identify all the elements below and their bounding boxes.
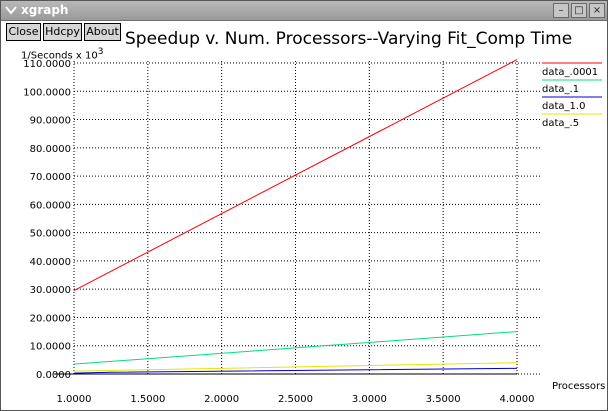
y-tick-label: 10.0000 (30, 342, 71, 353)
x-tick-label: 1.5000 (130, 394, 165, 405)
series-line-data_1.0 (73, 367, 518, 374)
y-unit-exponent: 3 (97, 47, 104, 57)
window-menu-chevron-icon[interactable] (5, 3, 17, 17)
x-tick-label: 2.5000 (278, 394, 313, 405)
y-tick-label: 110.0000 (23, 59, 71, 70)
y-tick-labels: 0.0000 10.0000 20.0000 30.0000 40.0000 50.000… (23, 59, 71, 381)
y-unit-prefix: 1/Seconds x 10 (21, 50, 98, 62)
about-button[interactable]: About (84, 23, 121, 41)
y-tick-label: 0.0000 (36, 370, 71, 381)
close-button[interactable]: Close (6, 23, 41, 41)
x-tick-label: 3.0000 (352, 394, 387, 405)
y-tick-label: 100.0000 (23, 87, 71, 98)
x-tick-label: 2.0000 (204, 394, 239, 405)
y-tick-label: 80.0000 (30, 144, 71, 155)
x-tick-labels: 1.0000 1.5000 2.0000 2.5000 3.0000 3.5000 4.00… (57, 394, 535, 405)
grid (54, 61, 541, 375)
window-title: xgraph (21, 3, 69, 17)
plot-title: Speedup v. Num. Processors--Varying Fit_… (125, 29, 573, 49)
series-line-data_.1 (73, 331, 518, 365)
legend-label: data_1.0 (542, 101, 585, 112)
legend: data_.0001 data_.1 data_1.0 data_.5 (542, 62, 602, 129)
chart: 0.0000 10.0000 20.0000 30.0000 40.0000 50.000… (23, 59, 605, 405)
y-tick-label: 70.0000 (30, 172, 71, 183)
legend-label: data_.1 (542, 84, 579, 95)
series-line-data_.5 (73, 362, 518, 372)
maximize-button[interactable]: □ (571, 3, 587, 18)
y-tick-label: 50.0000 (30, 229, 71, 240)
x-tick-label: 4.0000 (500, 394, 535, 405)
y-unit-label: 1/Seconds x 103 (21, 47, 103, 61)
y-tick-label: 30.0000 (30, 285, 71, 296)
y-tick-label: 40.0000 (30, 257, 71, 268)
title-bar[interactable]: xgraph – □ × (1, 1, 607, 21)
x-tick-label: 3.5000 (426, 394, 461, 405)
series-line-data_.0001 (73, 59, 518, 292)
legend-label: data_.5 (542, 118, 579, 129)
plot-area: Close Hdcpy About Speedup v. Num. Proces… (1, 21, 607, 410)
x-axis-label: Processors (552, 381, 605, 392)
series-lines (73, 59, 518, 374)
y-tick-label: 20.0000 (30, 313, 71, 324)
close-window-button[interactable]: × (589, 3, 605, 18)
y-tick-label: 90.0000 (30, 116, 71, 127)
y-tick-label: 60.0000 (30, 200, 71, 211)
x-tick-label: 1.0000 (57, 394, 92, 405)
hdcpy-button[interactable]: Hdcpy (43, 23, 82, 41)
legend-label: data_.0001 (542, 67, 598, 78)
minimize-button[interactable]: – (553, 3, 569, 18)
